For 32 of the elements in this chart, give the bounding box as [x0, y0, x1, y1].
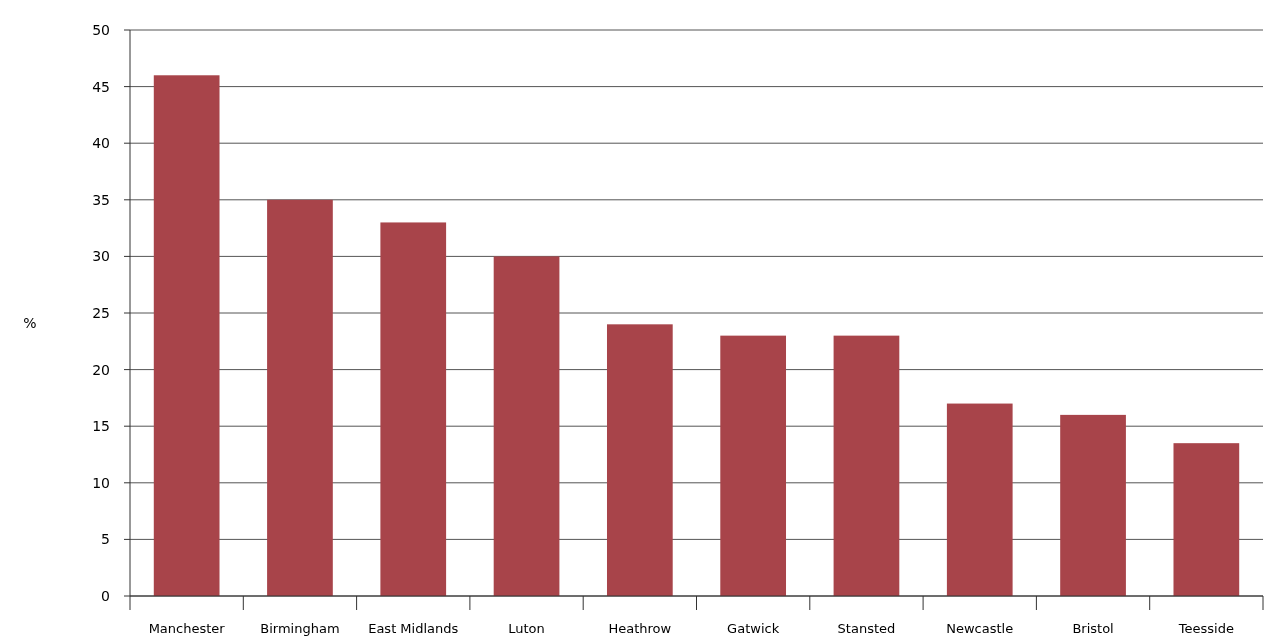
x-tick-label: Teesside — [1177, 621, 1234, 636]
bar — [606, 324, 673, 596]
bar — [1173, 443, 1240, 596]
y-tick-label: 15 — [92, 418, 110, 435]
bar — [493, 256, 560, 596]
x-tick-label: Gatwick — [727, 621, 780, 636]
x-tick-label: Heathrow — [608, 621, 672, 636]
bar — [720, 335, 787, 596]
bar — [833, 335, 900, 596]
y-tick-label: 35 — [92, 191, 110, 208]
bar — [153, 75, 220, 596]
y-tick-label: 0 — [101, 587, 110, 604]
bar — [380, 222, 447, 596]
y-tick-label: 50 — [92, 21, 110, 38]
y-tick-label: 25 — [92, 304, 110, 321]
y-tick-label: 10 — [92, 474, 110, 491]
bar — [1060, 414, 1126, 596]
y-axis-title: % — [23, 315, 37, 331]
x-tick-label: Stansted — [837, 621, 896, 636]
x-tick-label: Bristol — [1072, 621, 1114, 636]
y-tick-label: 30 — [92, 248, 110, 265]
bar — [946, 403, 1013, 596]
x-tick-label: Manchester — [148, 621, 226, 636]
x-tick-label: East Midlands — [368, 621, 459, 636]
y-tick-label: 20 — [92, 361, 110, 378]
x-tick-label: Birmingham — [260, 621, 340, 636]
x-tick-label: Newcastle — [946, 621, 1014, 636]
y-tick-label: 5 — [101, 531, 110, 548]
x-tick-label: Luton — [508, 621, 545, 636]
y-tick-label: 40 — [92, 135, 110, 152]
y-tick-label: 45 — [92, 78, 110, 95]
bar — [267, 199, 333, 596]
